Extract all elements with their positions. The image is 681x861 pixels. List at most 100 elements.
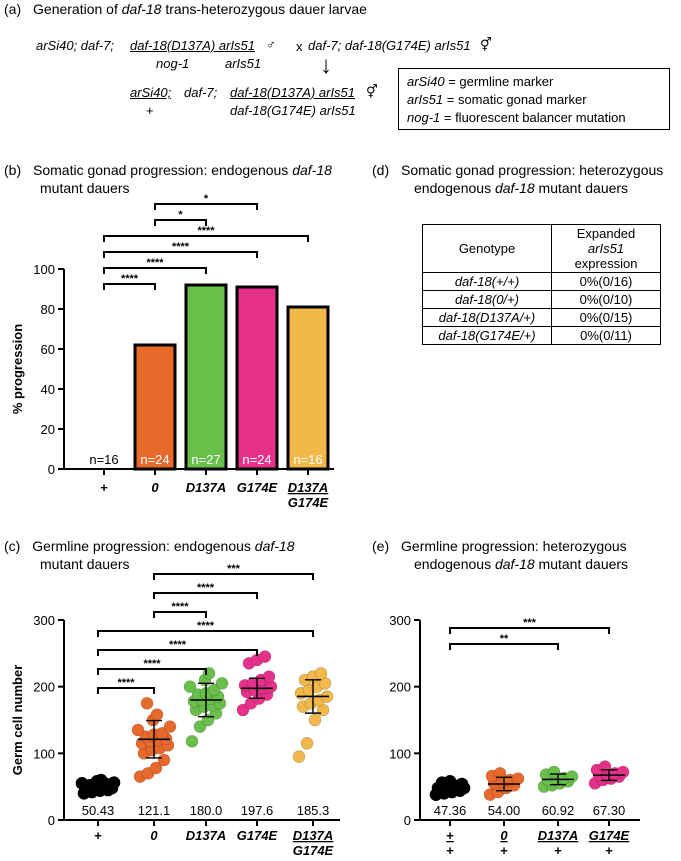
data-point xyxy=(131,723,145,737)
table-header-row: Genotype Expanded arIs51 expression xyxy=(422,224,661,273)
bar xyxy=(184,283,228,471)
data-point xyxy=(493,767,507,780)
x-tick-label: 0 xyxy=(151,480,159,495)
significance-label: **** xyxy=(171,601,189,613)
panel-c-title-line2: mutant dauers xyxy=(40,556,130,572)
y-tick-label: 0 xyxy=(48,813,55,828)
significance-bracket xyxy=(103,251,258,258)
bar xyxy=(235,285,279,471)
panel-c-label: (c) xyxy=(4,538,21,554)
cross-p1-top: daf-18(D137A) arIs51 xyxy=(130,38,256,53)
value-cell: 0%(0/10) xyxy=(551,290,661,309)
x-tick-label: + xyxy=(446,828,454,843)
significance-bracket xyxy=(449,627,610,634)
panel-a-title-gene: daf-18 xyxy=(121,1,162,17)
significance-label: **** xyxy=(117,677,135,689)
panel-c-title-gene: daf-18 xyxy=(254,538,295,554)
significance-bracket xyxy=(154,219,207,226)
significance-label: *** xyxy=(523,617,537,629)
y-tick-label: 200 xyxy=(33,680,55,695)
error-bar xyxy=(146,719,162,759)
key-row: arSi40 = germline marker xyxy=(407,73,661,91)
significance-label: **** xyxy=(197,225,215,237)
header-expression: Expanded arIs51 expression xyxy=(551,224,661,273)
error-bar xyxy=(198,682,214,718)
panel-d-title-line1: Somatic gonad progression: heterozygous xyxy=(401,162,664,178)
panel-a-label: (a) xyxy=(4,1,22,17)
x-tick-label: G174E xyxy=(288,495,329,510)
mean-value-label: 197.6 xyxy=(241,803,274,818)
mean-value-label: 180.0 xyxy=(190,803,223,818)
genotype-cell: daf-18(+/+) xyxy=(422,272,552,291)
y-tick-label: 60 xyxy=(41,342,55,357)
panel-b-title-gene: daf-18 xyxy=(292,162,332,178)
x-tick-label: 0 xyxy=(500,828,508,843)
significance-bracket xyxy=(97,630,314,637)
x-tick-label: + xyxy=(94,828,102,843)
key-row: arIs51 = somatic gonad marker xyxy=(407,91,661,109)
data-point xyxy=(511,772,525,785)
x-tick-label: D137A xyxy=(538,828,578,843)
x-tick-label: D137A xyxy=(293,828,333,843)
error-bar xyxy=(90,781,106,792)
key-row: nog-1 = fluorescent balancer mutation xyxy=(407,109,661,127)
panel-e-title-post: mutant dauers xyxy=(534,556,629,572)
x-tick-label: G174E xyxy=(293,843,334,858)
panel-a-title: (a) Generation of daf-18 trans-heterozyg… xyxy=(4,1,367,17)
panel-d-title-pre: endogenous xyxy=(414,180,495,196)
panel-d-title: (d) Somatic gonad progression: heterozyg… xyxy=(372,162,663,178)
x-tick-label: D137A xyxy=(186,828,226,843)
x-tick-label: G174E xyxy=(237,828,278,843)
offspring-mid: daf-7; xyxy=(184,85,218,100)
significance-bracket xyxy=(97,687,155,694)
x-tick-label: + xyxy=(500,843,508,858)
significance-label: **** xyxy=(143,658,161,670)
panel-b-label: (b) xyxy=(4,162,22,178)
herm-symbol-p2: ⚥ xyxy=(480,37,492,52)
panel-c-title: (c) Germline progression: endogenous daf… xyxy=(4,538,295,554)
x-tick-label: + xyxy=(554,843,562,858)
x-tick-label: G174E xyxy=(237,480,278,495)
y-tick-label: 200 xyxy=(389,680,411,695)
significance-bracket xyxy=(154,203,258,210)
data-point xyxy=(183,680,197,693)
x-tick-label: D137A xyxy=(288,480,328,495)
data-point xyxy=(149,761,163,775)
x-tick-label: 0 xyxy=(150,828,158,843)
y-tick-label: 40 xyxy=(41,382,55,397)
bar-n-label: n=16 xyxy=(89,452,118,467)
x-tick-label: + xyxy=(605,843,613,858)
panel-a-title-pre: Generation of xyxy=(33,1,122,17)
cross-arrow-icon: ↓ xyxy=(320,52,332,79)
data-point xyxy=(300,737,314,750)
error-bar xyxy=(601,769,617,782)
y-tick-label: 0 xyxy=(404,813,411,828)
significance-label: ** xyxy=(500,633,509,645)
genotype-cell: daf-18(D137A/+) xyxy=(422,308,552,327)
error-bar xyxy=(305,679,321,714)
table-row: daf-18(G174E/+) 0%(0/11) xyxy=(422,326,661,345)
value-cell: 0%(0/11) xyxy=(551,326,661,345)
key-name: nog-1 xyxy=(407,110,441,125)
header-expr-line2: arIs51 xyxy=(587,241,625,256)
y-tick-label: 300 xyxy=(389,613,411,628)
significance-bracket xyxy=(103,235,309,242)
cross-p1-bottom-left: nog-1 xyxy=(156,56,190,71)
mean-value-label: 185.3 xyxy=(297,803,330,818)
significance-label: *** xyxy=(227,563,241,575)
offspring-prefix-bottom: + xyxy=(146,103,154,118)
significance-label: * xyxy=(204,193,209,205)
genotype-cell: daf-18(G174E/+) xyxy=(422,326,552,345)
x-tick-label: + xyxy=(100,480,108,495)
y-axis-label: % progression xyxy=(10,324,25,414)
y-tick-label: 100 xyxy=(33,262,55,277)
key-desc: = germline marker xyxy=(444,74,554,89)
data-point xyxy=(565,770,579,783)
data-point xyxy=(140,697,154,710)
mean-value-label: 121.1 xyxy=(138,803,171,818)
x-tick-label: + xyxy=(446,843,454,858)
significance-label: **** xyxy=(197,620,215,632)
panel-d-label: (d) xyxy=(372,162,390,178)
header-expr-line3: expression xyxy=(574,256,638,271)
